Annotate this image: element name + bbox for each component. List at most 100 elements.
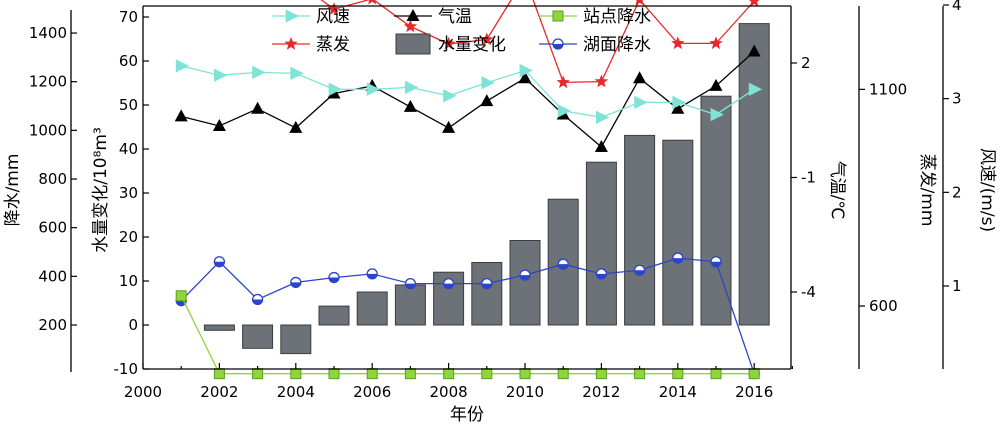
- temp-tick-label-2: 2: [801, 54, 811, 72]
- series-3-point-2013: [635, 0, 644, 6]
- precip-tick-label-200: 200: [38, 316, 67, 334]
- series-0-point-2012: [596, 110, 610, 125]
- series-2-point-2005: [328, 368, 340, 380]
- series-5-point-2011-fill: [558, 264, 569, 270]
- legend-label-5: 湖面降水: [583, 35, 651, 55]
- precip-tick-label-400: 400: [38, 267, 67, 285]
- bar-2003: [242, 324, 274, 349]
- series-0-point-2015: [710, 107, 724, 122]
- series-0-point-2002: [214, 68, 228, 82]
- water-tick-label-10: 10: [119, 272, 138, 290]
- water-tick-label-0: 0: [128, 316, 138, 334]
- series-5-point-2014-fill: [672, 258, 683, 264]
- water-tick-label--10: -10: [114, 360, 139, 378]
- series-0-point-2007: [405, 80, 419, 95]
- series-1-point-2014: [671, 101, 685, 114]
- legend-marker-0: [285, 9, 299, 23]
- bar-2012: [585, 161, 617, 326]
- bar-2013: [624, 134, 656, 326]
- wind-tick-label-2: 2: [952, 183, 962, 201]
- water-tick-label-40: 40: [119, 140, 138, 158]
- x-tick-label-2004: 2004: [277, 383, 315, 401]
- evap-tick-label-600: 600: [869, 297, 898, 315]
- series-2-point-2002: [213, 368, 225, 380]
- series-5-point-2002-fill: [214, 261, 225, 267]
- water-tick-label-20: 20: [119, 228, 138, 246]
- water-tick-label-30: 30: [119, 184, 138, 202]
- bar-2009: [471, 262, 503, 326]
- bar-2005: [318, 305, 350, 326]
- series-5-point-2004-fill: [290, 282, 301, 288]
- series-2-line: [180, 295, 755, 375]
- wind-tick-label-4: 4: [952, 0, 962, 14]
- series-2-point-2016: [748, 368, 760, 380]
- legend-label-2: 站点降水: [583, 7, 651, 27]
- bar-2014: [662, 139, 694, 326]
- series-1-point-2007: [403, 99, 417, 112]
- series-2-point-2006: [366, 368, 378, 380]
- series-5-point-2010-fill: [520, 275, 530, 281]
- x-tick-label-2010: 2010: [506, 383, 544, 401]
- series-0-point-2005: [328, 82, 342, 96]
- series-2-point-2012: [595, 368, 607, 380]
- bar-2007: [394, 284, 426, 326]
- series-2-point-2013: [634, 368, 646, 380]
- evap-axis-title: 蒸发/mm: [917, 154, 937, 227]
- legend-marker-2: [552, 10, 564, 22]
- series-2-point-2001: [175, 290, 187, 302]
- series-0-point-2009: [481, 76, 495, 90]
- series-1-point-2016: [747, 44, 761, 57]
- legend-marker-3: [284, 37, 298, 50]
- legend-label-4: 水量变化: [438, 35, 506, 55]
- series-5-point-2013-fill: [634, 270, 645, 276]
- x-tick-label-2006: 2006: [353, 383, 391, 401]
- series-1-point-2008: [442, 120, 456, 133]
- series-1-point-2015: [709, 78, 723, 91]
- precip-tick-label-1400: 1400: [29, 24, 67, 42]
- series-5-point-2005-fill: [329, 277, 339, 283]
- series-2-point-2008: [443, 368, 455, 380]
- series-1-point-2004: [289, 120, 303, 133]
- series-3-point-2016: [748, 0, 760, 7]
- x-tick-label-2014: 2014: [659, 383, 697, 401]
- lines-layer: [174, 0, 763, 380]
- precip-tick-label-1000: 1000: [29, 121, 67, 139]
- precip-axis-title: 降水/mm: [3, 154, 23, 227]
- evap-tick-label-1100: 1100: [869, 80, 907, 98]
- legend-label-0: 风速: [316, 7, 350, 27]
- series-3: [320, 0, 760, 89]
- precip-tick-label-600: 600: [38, 219, 67, 237]
- legend-marker-5-fill: [553, 44, 563, 49]
- series-1-line: [181, 51, 755, 149]
- water-axis-title: 水量变化/10⁸m³: [91, 127, 111, 253]
- legend-item-2: 站点降水: [539, 7, 651, 27]
- water-tick-label-60: 60: [119, 52, 138, 70]
- bar-2015: [700, 95, 732, 326]
- series-2-point-2010: [519, 368, 531, 380]
- series-1-point-2010: [518, 71, 532, 84]
- series-1-point-2002: [212, 118, 226, 131]
- series-0-point-2014: [672, 95, 686, 110]
- series-0-point-2013: [634, 95, 648, 110]
- series-2-point-2011: [557, 368, 569, 380]
- legend-item-1: 气温: [394, 7, 472, 27]
- series-0-point-2008: [443, 89, 457, 103]
- bars-layer: [203, 23, 770, 355]
- x-tick-label-2002: 2002: [200, 383, 238, 401]
- legend-label-3: 蒸发: [316, 35, 350, 55]
- series-2-point-2003: [252, 368, 264, 380]
- series-2-point-2009: [481, 368, 493, 380]
- series-0-point-2010: [519, 63, 533, 78]
- wind-tick-label-1: 1: [952, 277, 962, 295]
- legend-marker-1: [406, 9, 420, 21]
- legend-item-3: 蒸发: [272, 35, 350, 55]
- x-tick-label-2000: 2000: [124, 383, 162, 401]
- series-1-point-2003: [251, 101, 265, 114]
- bar-2010: [509, 240, 541, 326]
- x-axis-title: 年份: [450, 405, 484, 425]
- series-5-point-2015-fill: [711, 261, 721, 267]
- series-3-point-2012: [594, 74, 609, 88]
- bar-2004: [280, 324, 312, 355]
